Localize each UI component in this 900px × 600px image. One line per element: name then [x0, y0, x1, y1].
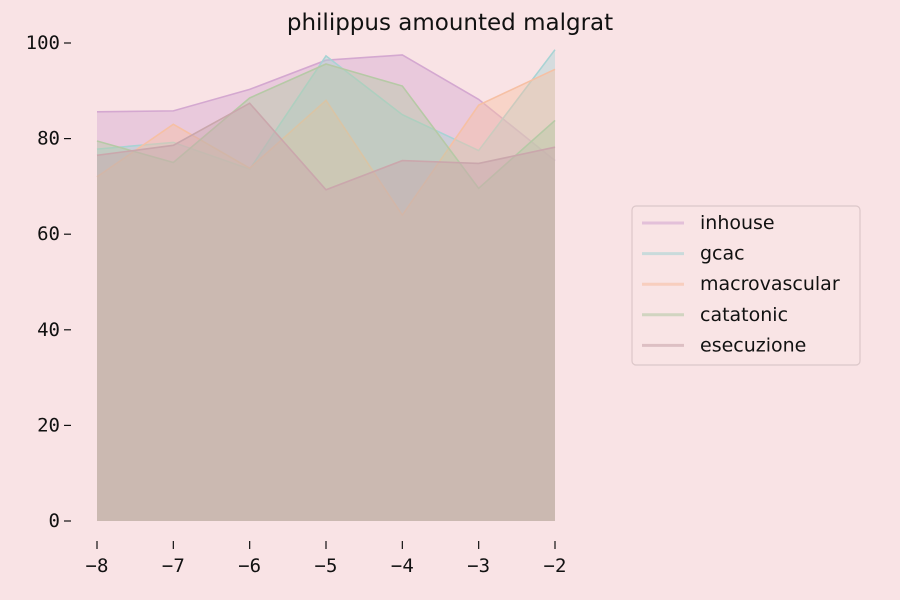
area-fill-gcac	[97, 49, 555, 521]
area-series-layer	[96, 49, 556, 522]
y-tick-label-80: 80	[37, 128, 60, 150]
y-axis: 0 20 40 60 80 100	[26, 32, 71, 532]
x-tick-label-2: −6	[238, 555, 261, 577]
series-gcac	[96, 49, 556, 521]
x-axis: −8 −7 −6 −5 −4 −3 −2	[86, 541, 567, 577]
series-esecuzione	[96, 102, 556, 521]
y-tick-label-40: 40	[37, 319, 60, 341]
area-fill-macrovascular	[97, 69, 555, 521]
x-tick-label-5: −3	[467, 555, 490, 577]
y-tick-label-100: 100	[26, 32, 60, 54]
series-line-inhouse	[96, 54, 556, 162]
legend-label-gcac: gcac	[700, 243, 745, 265]
legend-label-inhouse: inhouse	[700, 212, 775, 234]
x-tick-label-3: −5	[315, 555, 338, 577]
legend: inhouse gcac macrovascular catatonic esecuzi…	[631, 205, 861, 366]
y-tick-label-60: 60	[37, 223, 60, 245]
legend-item-gcac: gcac	[642, 243, 745, 265]
legend-item-macrovascular: macrovascular	[642, 273, 840, 295]
x-tick-label-6: −2	[544, 555, 567, 577]
x-tick-label-4: −4	[391, 555, 414, 577]
series-macrovascular	[96, 68, 556, 521]
area-fill-inhouse	[97, 54, 555, 521]
legend-item-esecuzione: esecuzione	[642, 334, 806, 356]
legend-label-esecuzione: esecuzione	[700, 334, 806, 356]
chart-title: philippus amounted malgrat	[287, 10, 613, 36]
series-catatonic	[96, 63, 556, 522]
y-tick-label-20: 20	[37, 414, 60, 436]
legend-label-macrovascular: macrovascular	[700, 273, 840, 295]
legend-item-inhouse: inhouse	[642, 212, 775, 234]
series-line-macrovascular	[96, 68, 556, 217]
series-inhouse	[96, 54, 556, 521]
series-line-esecuzione	[96, 102, 556, 191]
x-tick-label-0: −8	[86, 555, 109, 577]
area-fill-esecuzione	[97, 103, 555, 521]
x-tick-label-1: −7	[162, 555, 185, 577]
legend-label-catatonic: catatonic	[700, 304, 788, 326]
y-tick-label-0: 0	[49, 510, 60, 532]
series-line-catatonic	[96, 63, 556, 190]
area-fill-catatonic	[97, 64, 555, 522]
legend-box	[631, 205, 861, 366]
legend-item-catatonic: catatonic	[642, 304, 788, 326]
series-line-gcac	[96, 49, 556, 171]
